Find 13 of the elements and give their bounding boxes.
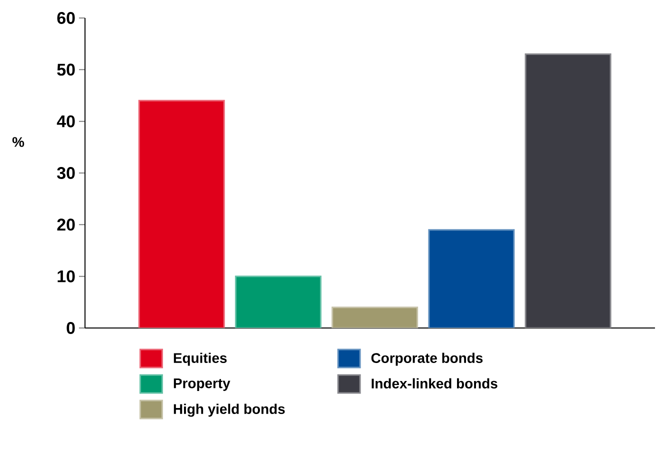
legend-label: Equities xyxy=(174,352,227,366)
y-tick-label: 0 xyxy=(66,322,75,334)
y-tick-label: 30 xyxy=(57,166,75,180)
y-tick-label: 50 xyxy=(57,64,75,76)
y-tick-label: 10 xyxy=(58,270,75,282)
legend-label: High yield bonds xyxy=(174,404,285,417)
legend-label: Index-linked bonds xyxy=(372,378,498,388)
legend-label: Corporate bonds xyxy=(371,352,483,366)
y-tick-label: 60 xyxy=(57,12,75,24)
y-tick-label: 40 xyxy=(56,115,75,128)
y-tick-label: 20 xyxy=(57,218,75,231)
legend-label: Property xyxy=(174,378,230,391)
y-axis-title: % xyxy=(12,137,24,147)
